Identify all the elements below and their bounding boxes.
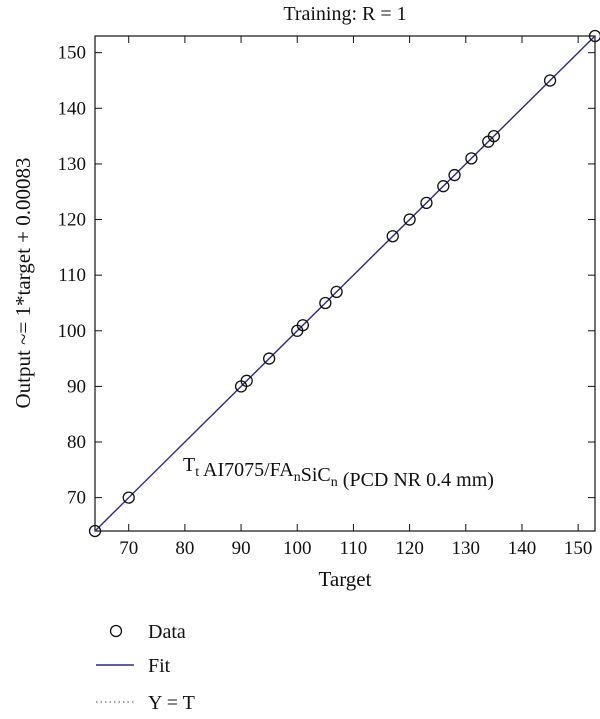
legend-data-marker bbox=[109, 624, 123, 638]
fit-line bbox=[94, 35, 596, 532]
data-point bbox=[263, 352, 276, 365]
legend-item-data: Data bbox=[109, 621, 186, 643]
data-point bbox=[403, 213, 416, 226]
data-point bbox=[437, 180, 450, 193]
annotation-part: n bbox=[331, 475, 338, 490]
y-tick-label: 140 bbox=[58, 98, 87, 119]
data-point bbox=[330, 285, 343, 298]
data-point bbox=[296, 319, 310, 332]
plot-frame bbox=[94, 35, 596, 532]
x-tick-label: 80 bbox=[175, 538, 194, 559]
x-tick-label: 90 bbox=[232, 538, 251, 559]
data-point bbox=[386, 230, 399, 243]
x-axis-label: Target bbox=[319, 567, 372, 591]
annotation-part: n bbox=[294, 470, 301, 485]
x-tick-label: 100 bbox=[283, 538, 312, 559]
annotation-part: t bbox=[195, 465, 199, 480]
legend-label: Y = T bbox=[148, 692, 195, 714]
sample-annotation: Tt AI7075/FAnSiCn (PCD NR 0.4 mm) bbox=[183, 454, 494, 491]
x-tick-label: 130 bbox=[452, 538, 481, 559]
legend: Data Fit Y = T bbox=[96, 621, 195, 714]
data-point bbox=[487, 129, 501, 143]
y-tick-label: 80 bbox=[67, 432, 86, 453]
data-point bbox=[88, 524, 102, 538]
data-point bbox=[420, 196, 433, 210]
y-tick-label: 110 bbox=[58, 265, 86, 286]
legend-label: Fit bbox=[148, 655, 171, 677]
data-point bbox=[240, 374, 253, 387]
annotation-part: T bbox=[183, 454, 195, 476]
data-point bbox=[122, 491, 135, 504]
y-tick-label: 90 bbox=[67, 376, 86, 397]
x-tick-label: 120 bbox=[395, 538, 424, 559]
y-tick-label: 130 bbox=[58, 154, 87, 175]
annotation-part: SiC bbox=[301, 464, 331, 486]
y-tick-label: 70 bbox=[67, 488, 86, 509]
annotation-part: AI7075/FA bbox=[199, 459, 294, 481]
y-tick-label: 150 bbox=[58, 43, 87, 64]
data-point bbox=[465, 152, 478, 165]
plot-area: 70 80 90 100 110 120 130 140 150 70 80 90 100 110 120 1… bbox=[58, 29, 600, 559]
x-tick-label: 140 bbox=[508, 538, 537, 559]
legend-item-y-t: Y = T bbox=[96, 692, 195, 714]
data-point bbox=[588, 29, 600, 43]
data-point bbox=[543, 74, 557, 87]
y-tick-label: 120 bbox=[58, 210, 87, 231]
data-point bbox=[319, 296, 332, 310]
y-tick-label: 100 bbox=[58, 321, 87, 342]
legend-label: Data bbox=[148, 621, 186, 643]
x-tick-label: 150 bbox=[564, 538, 593, 559]
x-tick-label: 110 bbox=[340, 538, 368, 559]
legend-item-fit: Fit bbox=[96, 655, 171, 677]
data-point bbox=[448, 168, 461, 182]
annotation-part: (PCD NR 0.4 mm) bbox=[338, 469, 494, 491]
chart-title: Training: R = 1 bbox=[283, 3, 406, 25]
y-axis-label: Output ~= 1*target + 0.00083 bbox=[11, 157, 35, 408]
x-tick-label: 70 bbox=[119, 538, 138, 559]
